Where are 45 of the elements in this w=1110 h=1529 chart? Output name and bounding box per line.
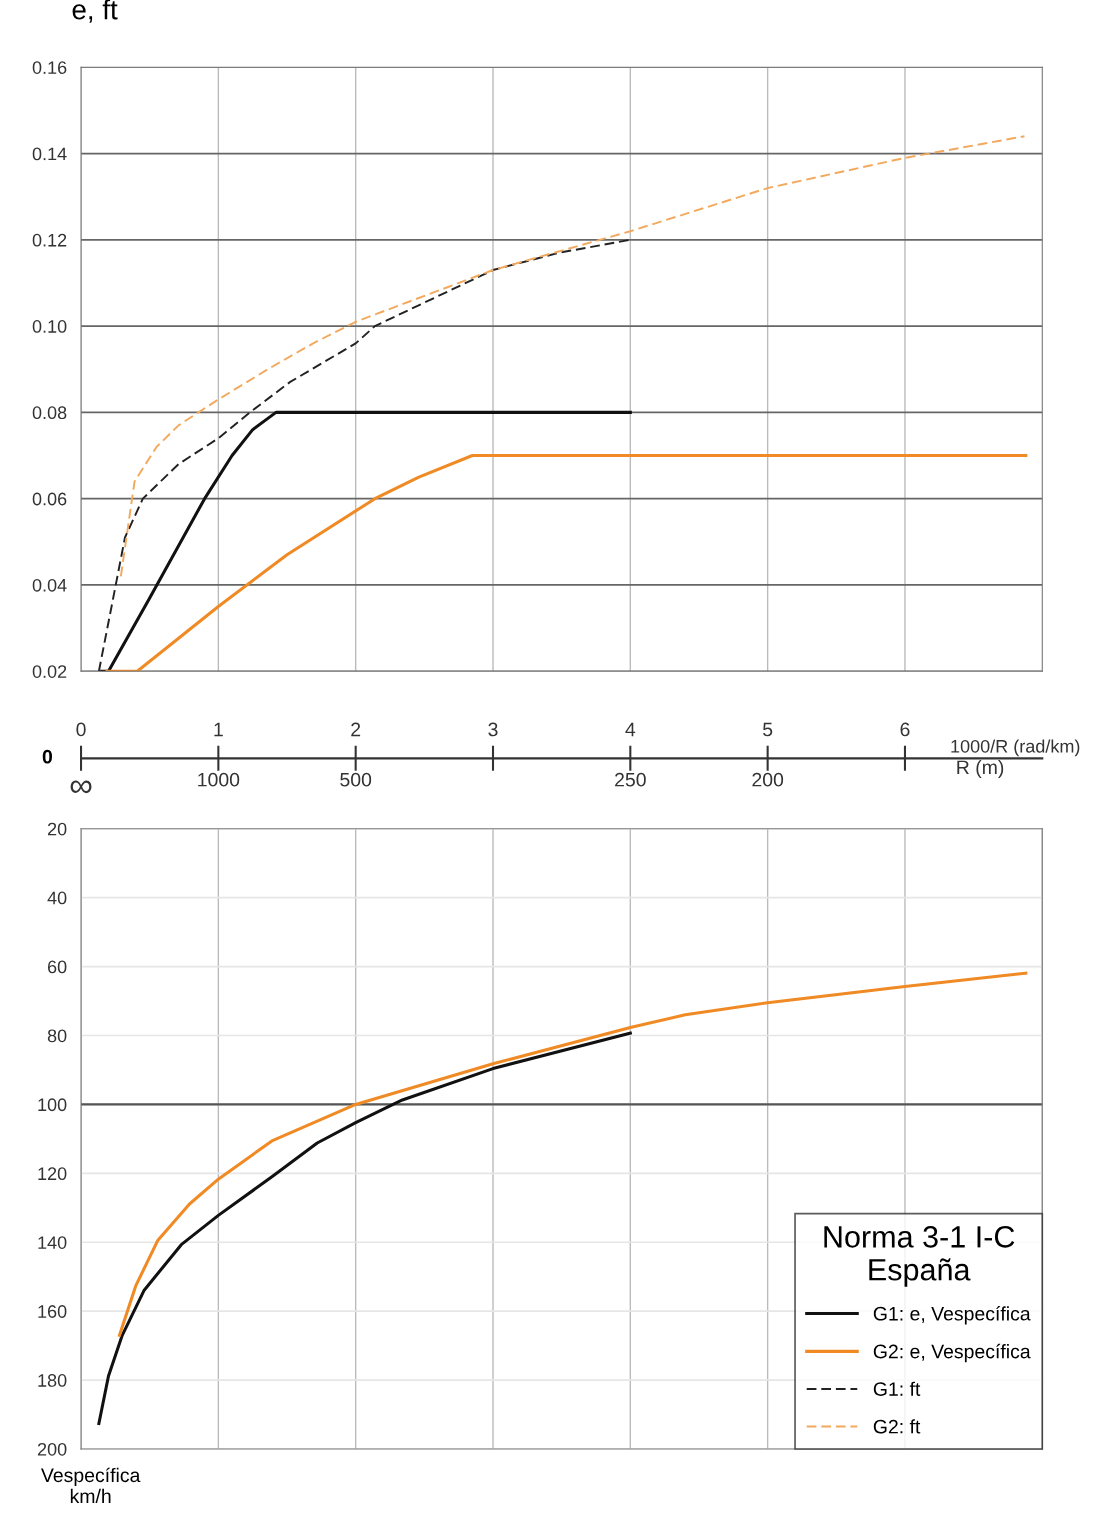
x-tick-label: 3 [488,722,498,737]
y-tick-label: 140 [38,1236,67,1249]
text: R (m) [957,759,1004,779]
legend-label: G2: e, Vespecífica [873,1343,1031,1363]
category-label: ∞ [70,780,92,794]
x-axis-title: 1000/R (rad/km) [951,739,1080,757]
y-tick-label: 0.14 [32,147,67,161]
y-tick-label: 0.02 [32,665,67,678]
x-tick-label: 2 [351,722,361,737]
legend-label: G1: e, Vespecífica [873,1306,1031,1325]
y-tick-label: 0.06 [32,492,67,506]
category-label: 250 [615,772,646,787]
y-tick-label: 0.08 [32,406,67,420]
y-tick-label: 180 [38,1374,67,1387]
y-axis-title: e, ft [72,0,118,23]
legend-label: G1: ft [873,1381,921,1396]
y-tick-label: 0.10 [32,320,67,333]
y-tick-label: 80 [47,1029,67,1043]
y-tick-label: 0.12 [32,233,67,247]
x-tick-label: 0 [76,722,86,737]
y-tick-label: 0.04 [32,578,67,592]
legend-label: G2: ft [873,1419,921,1434]
x-tick-label: 4 [625,722,636,737]
y-tick-label: 100 [38,1098,67,1112]
category-label: 500 [340,772,372,787]
line-series [105,454,1028,672]
y-tick-label: 0.16 [32,61,67,74]
category-label: 1000 [198,772,240,787]
legend-title: Norma 3-1 I-C España [824,1226,1015,1287]
y-tick-label: 160 [38,1305,67,1318]
text: 0 [42,749,52,764]
category-label: 200 [752,772,784,787]
line-series [97,238,632,672]
line-series [97,1031,632,1426]
y-tick-label: 200 [37,1442,67,1456]
y-axis-title: Vespecífica km/h [41,1467,141,1504]
y-tick-label: 40 [47,891,67,905]
y-tick-label: 20 [47,822,67,836]
y-tick-label: 120 [38,1167,67,1181]
x-tick-label: 1 [214,722,223,737]
y-tick-label: 60 [47,960,67,974]
line-series [100,410,632,672]
x-tick-label: 5 [763,722,773,737]
line-series [119,135,1026,578]
x-tick-label: 6 [900,722,910,737]
